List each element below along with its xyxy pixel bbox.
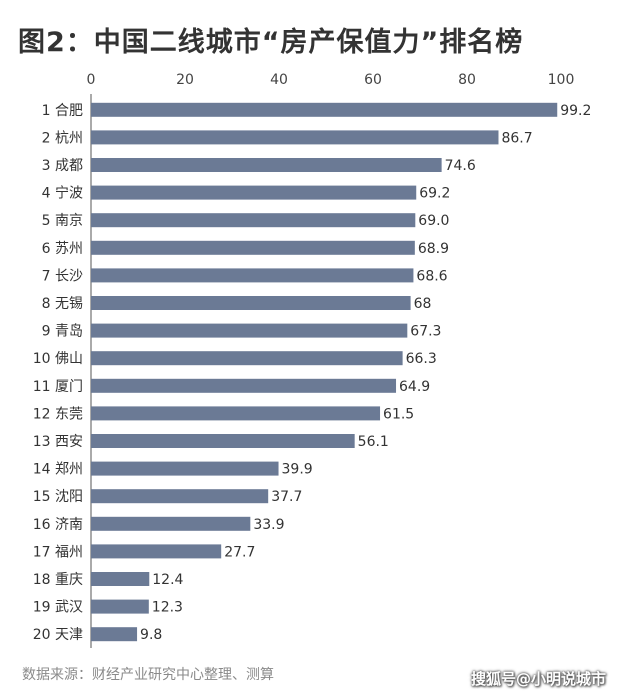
- value-label: 33.9: [253, 517, 284, 533]
- x-tick-label: 100: [548, 72, 575, 88]
- value-label: 99.2: [560, 103, 591, 119]
- bar: [91, 158, 442, 172]
- category-label: 17 福州: [33, 544, 83, 560]
- bar: [91, 130, 499, 145]
- category-label: 4 宁波: [42, 185, 83, 202]
- bar: [91, 296, 411, 310]
- value-label: 61.5: [383, 406, 414, 422]
- x-tick-label: 80: [458, 72, 476, 88]
- bar-chart: 0 20 40 60 80 100 1 合肥 2 杭州 3 成都 4 宁波 5 南京 6 苏州 7 长…: [33, 72, 591, 648]
- category-labels: 1 合肥 2 杭州 3 成都 4 宁波 5 南京 6 苏州 7 长沙 8 无锡 9 青岛 10 佛…: [33, 103, 83, 643]
- data-source-note: 数据来源：财经产业研究中心整理、测算: [22, 667, 274, 683]
- chart-title: 图2：中国二线城市“房产保值力”排名榜: [18, 27, 524, 58]
- bar: [91, 627, 138, 642]
- value-label: 37.7: [271, 489, 302, 505]
- x-tick-label: 60: [364, 72, 382, 88]
- bar: [91, 434, 355, 448]
- category-label: 1 合肥: [42, 103, 83, 119]
- value-label: 12.3: [152, 600, 183, 616]
- category-label: 5 南京: [42, 213, 83, 229]
- bar: [91, 268, 414, 283]
- bar: [91, 599, 149, 614]
- value-label: 39.9: [282, 462, 313, 478]
- bars-group: [91, 102, 558, 642]
- category-label: 7 长沙: [42, 268, 83, 284]
- bar: [91, 406, 381, 421]
- category-label: 2 杭州: [42, 130, 83, 146]
- bar: [91, 378, 397, 393]
- bar: [91, 544, 222, 559]
- value-label: 56.1: [358, 434, 389, 450]
- category-label: 15 沈阳: [33, 489, 83, 505]
- category-label: 13 西安: [33, 434, 83, 450]
- bar: [91, 572, 150, 586]
- category-label: 3 成都: [42, 158, 83, 174]
- bar: [91, 351, 403, 366]
- bar: [91, 213, 416, 228]
- category-label: 16 济南: [33, 517, 83, 533]
- bar: [91, 185, 417, 200]
- value-label: 68: [414, 296, 432, 312]
- value-label: 69.0: [418, 213, 449, 229]
- category-label: 14 郑州: [33, 462, 83, 478]
- value-label: 74.6: [445, 158, 476, 174]
- value-label: 69.2: [419, 186, 450, 202]
- bar: [91, 240, 415, 255]
- value-label: 27.7: [224, 544, 255, 560]
- x-tick-label: 40: [270, 72, 288, 88]
- x-tick-label: 0: [87, 72, 96, 88]
- value-label: 12.4: [152, 572, 183, 588]
- category-label: 8 无锡: [42, 296, 83, 312]
- value-label: 86.7: [501, 130, 532, 146]
- bar: [91, 516, 251, 531]
- category-label: 19 武汉: [33, 600, 83, 616]
- value-label: 9.8: [140, 627, 162, 643]
- category-label: 10 佛山: [33, 351, 83, 367]
- value-label: 66.3: [406, 351, 437, 367]
- category-label: 12 东莞: [33, 406, 83, 422]
- value-label: 68.6: [416, 268, 447, 284]
- bar: [91, 323, 408, 338]
- value-label: 68.9: [418, 241, 449, 257]
- category-label: 9 青岛: [42, 324, 83, 340]
- bar: [91, 461, 279, 476]
- bar: [91, 489, 269, 504]
- watermark: 搜狐号@小明说城市: [471, 670, 607, 688]
- x-axis-ticks: 0 20 40 60 80 100: [87, 72, 575, 88]
- x-tick-label: 20: [176, 72, 194, 88]
- category-label: 6 苏州: [42, 241, 83, 257]
- category-label: 11 厦门: [33, 379, 83, 395]
- category-label: 20 天津: [33, 627, 83, 643]
- value-label: 67.3: [410, 324, 441, 340]
- category-label: 18 重庆: [33, 572, 83, 588]
- value-label: 64.9: [399, 379, 430, 395]
- value-labels: 99.2 86.7 74.6 69.2 69.0 68.9 68.6 68 67.3 66.3 64…: [140, 103, 591, 643]
- bar: [91, 102, 558, 117]
